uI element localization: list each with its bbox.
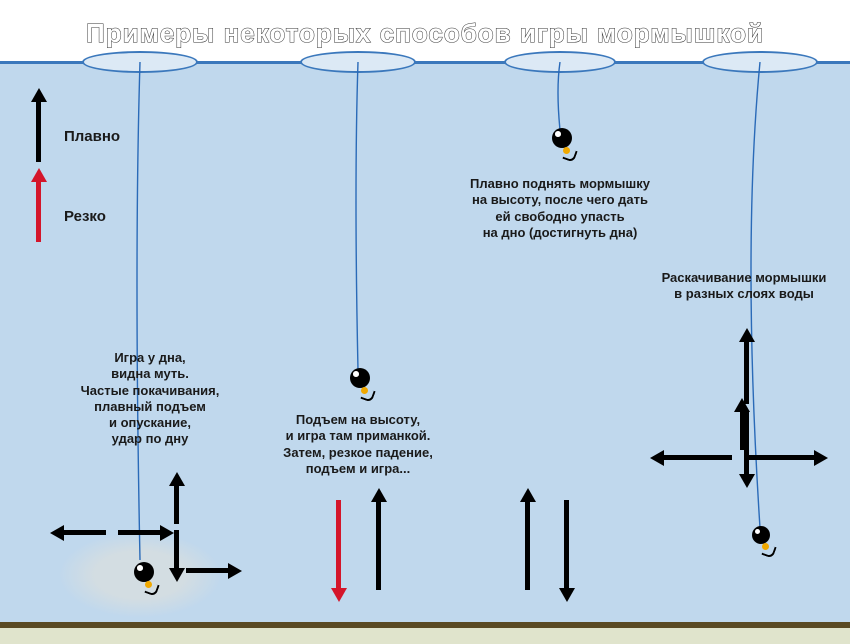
fishing-line-0 xyxy=(132,62,148,560)
method-3-arrow-4 xyxy=(740,410,744,450)
method-text-1: Подъем на высоту,и игра там приманкой.За… xyxy=(248,412,468,477)
method-text-0: Игра у дна,видна муть.Частые покачивания… xyxy=(40,350,260,448)
jig-0 xyxy=(134,562,154,582)
method-text-3: Раскачивание мормышкив разных слоях воды xyxy=(634,270,850,303)
legend-label-smooth: Плавно xyxy=(64,128,120,145)
legend-arrow-sharp xyxy=(36,180,41,242)
jig-1 xyxy=(350,368,370,388)
method-2-arrow-0 xyxy=(525,500,530,590)
method-2-arrow-1 xyxy=(564,500,569,590)
method-3-arrow-1 xyxy=(744,412,749,476)
method-1-arrow-0 xyxy=(336,500,341,590)
method-3-arrow-3 xyxy=(746,455,816,460)
method-0-arrow-2 xyxy=(174,484,179,524)
fishing-line-2 xyxy=(554,62,566,130)
method-text-2: Плавно поднять мормышкуна высоту, после … xyxy=(450,176,670,241)
method-3-arrow-2 xyxy=(662,455,732,460)
method-0-arrow-4 xyxy=(186,568,230,573)
method-0-arrow-1 xyxy=(118,530,162,535)
method-1-arrow-1 xyxy=(376,500,381,590)
fishing-line-1 xyxy=(352,62,364,370)
legend-label-sharp: Резко xyxy=(64,208,106,225)
method-3-arrow-0 xyxy=(744,340,749,404)
method-0-arrow-0 xyxy=(62,530,106,535)
legend-arrow-smooth xyxy=(36,100,41,162)
page-title: Примеры некоторых способов игры мормышко… xyxy=(86,18,764,48)
jig-2 xyxy=(552,128,572,148)
method-0-arrow-3 xyxy=(174,530,179,570)
jig-3 xyxy=(752,526,770,544)
